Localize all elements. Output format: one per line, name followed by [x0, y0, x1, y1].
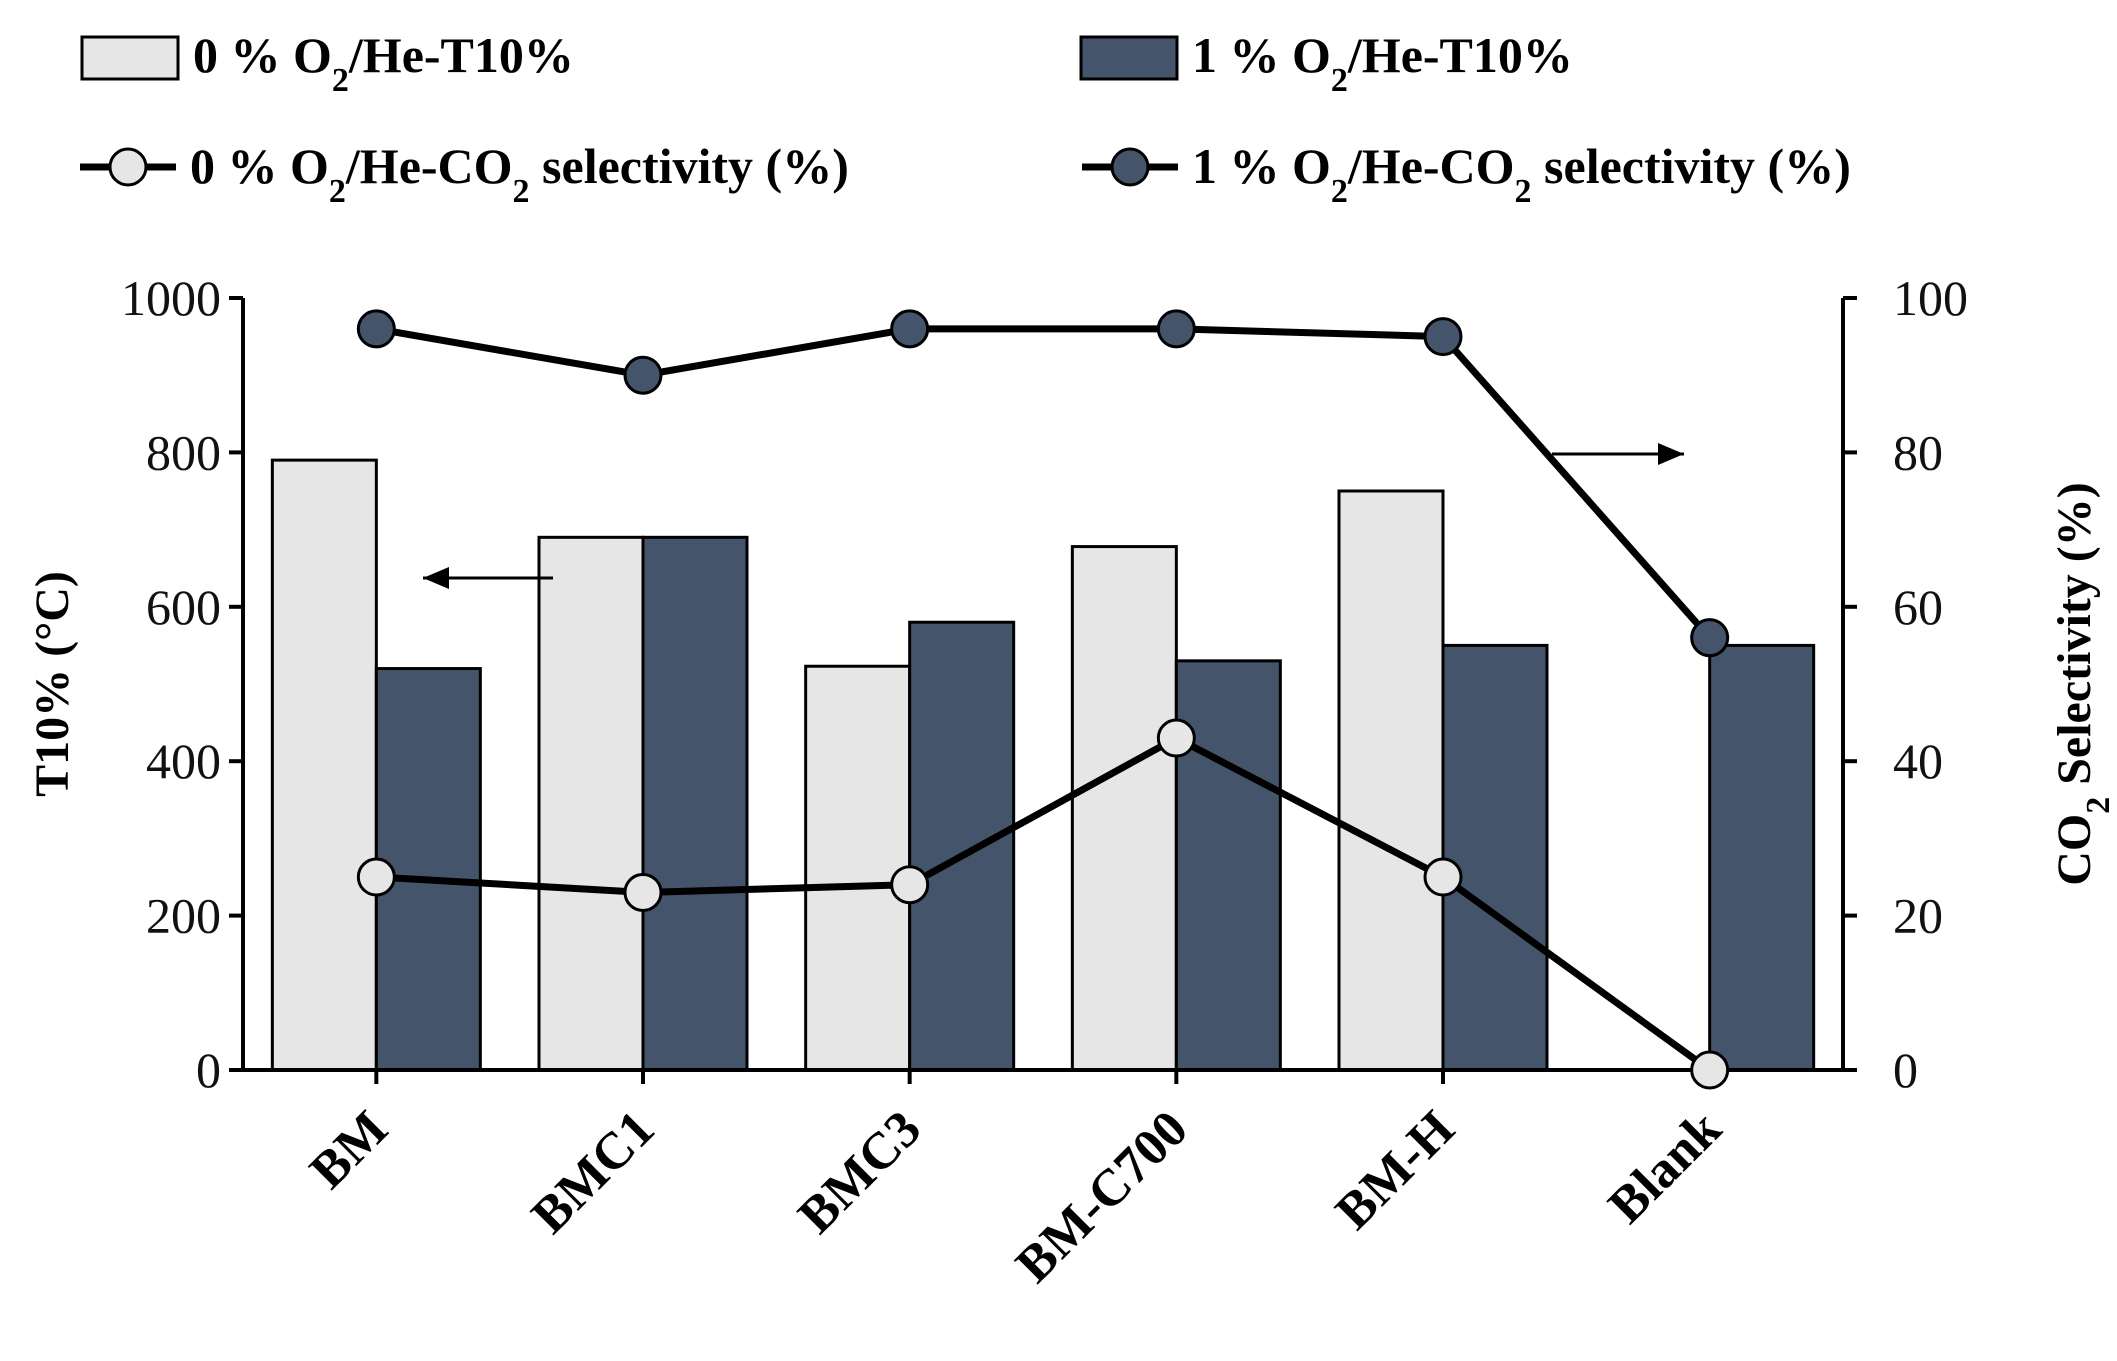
marker-bmc3-line1	[890, 865, 930, 905]
plot-area: 0 200 400 600 800 1000 0 20 40 60 80 100 BM BMC1 BMC3 B…	[26, 270, 2117, 1294]
arrow-left-axis-head	[423, 567, 449, 589]
category-label-bm-h: BM-H	[1325, 1100, 1465, 1240]
legend-marker-series3	[108, 147, 148, 187]
right-tick-label-100: 100	[1893, 270, 1968, 326]
left-tick-label-1000: 1000	[121, 270, 221, 326]
left-axis-title: T10% (°C)	[26, 571, 79, 797]
bar-bmc1-series2	[641, 535, 749, 1072]
legend: 0 % O2/He-T10% 1 % O2/He-T10% 0 % O2/He-CO…	[80, 27, 1851, 210]
marker-bm-h-line1	[1423, 857, 1463, 897]
bar-bm-c700-series1	[1070, 545, 1178, 1072]
left-tick-label-0: 0	[196, 1042, 221, 1098]
marker-bm-c700-line1	[1156, 718, 1196, 758]
bar-bm-h-series1	[1337, 489, 1445, 1072]
right-axis-title: CO2 Selectivity (%)	[2048, 482, 2117, 886]
legend-label-series4: 1 % O2/He-CO2 selectivity (%)	[1192, 138, 1851, 210]
bar-bmc3-series1	[804, 664, 912, 1072]
left-tick-label-800: 800	[146, 424, 221, 480]
marker-bmc1-line2	[623, 355, 663, 395]
category-label-bm-c700: BM-C700	[1005, 1100, 1198, 1293]
category-label-bmc1: BMC1	[521, 1100, 665, 1244]
marker-blank-line1	[1690, 1050, 1730, 1090]
category-label-blank: Blank	[1598, 1100, 1732, 1234]
right-tick-label-80: 80	[1893, 424, 1943, 480]
marker-bm-line1	[356, 857, 396, 897]
marker-blank-line2	[1690, 618, 1730, 658]
category-label-bm: BM	[299, 1100, 399, 1200]
left-tick-label-600: 600	[146, 579, 221, 635]
marker-bm-c700-line2	[1156, 309, 1196, 349]
arrow-right-axis-head	[1658, 443, 1684, 465]
right-tick-label-60: 60	[1893, 579, 1943, 635]
marker-bm-h-line2	[1423, 317, 1463, 357]
legend-swatch-series2	[1079, 35, 1179, 81]
marker-bmc1-line1	[623, 872, 663, 912]
marker-bmc3-line2	[890, 309, 930, 349]
legend-label-series3: 0 % O2/He-CO2 selectivity (%)	[190, 138, 849, 210]
marker-bm-line2	[356, 309, 396, 349]
bar-bmc3-series2	[908, 620, 1016, 1072]
bar-blank-series2	[1708, 643, 1816, 1072]
left-tick-label-200: 200	[146, 888, 221, 944]
line-series2	[375, 325, 1713, 641]
bar-bm-c700-series2	[1174, 659, 1282, 1072]
legend-label-series2: 1 % O2/He-T10%	[1192, 27, 1573, 99]
bar-bmc1-series1	[537, 535, 645, 1072]
right-tick-label-0: 0	[1893, 1042, 1918, 1098]
left-tick-label-400: 400	[146, 733, 221, 789]
legend-marker-series4	[1110, 147, 1150, 187]
category-label-bmc3: BMC3	[788, 1100, 932, 1244]
legend-label-series1: 0 % O2/He-T10%	[193, 27, 574, 99]
bar-bm-h-series2	[1441, 643, 1549, 1072]
right-tick-label-20: 20	[1893, 888, 1943, 944]
bar-bm-series1	[270, 458, 378, 1072]
legend-swatch-series1	[80, 35, 180, 81]
line-series1	[376, 734, 1712, 1073]
right-tick-label-40: 40	[1893, 733, 1943, 789]
